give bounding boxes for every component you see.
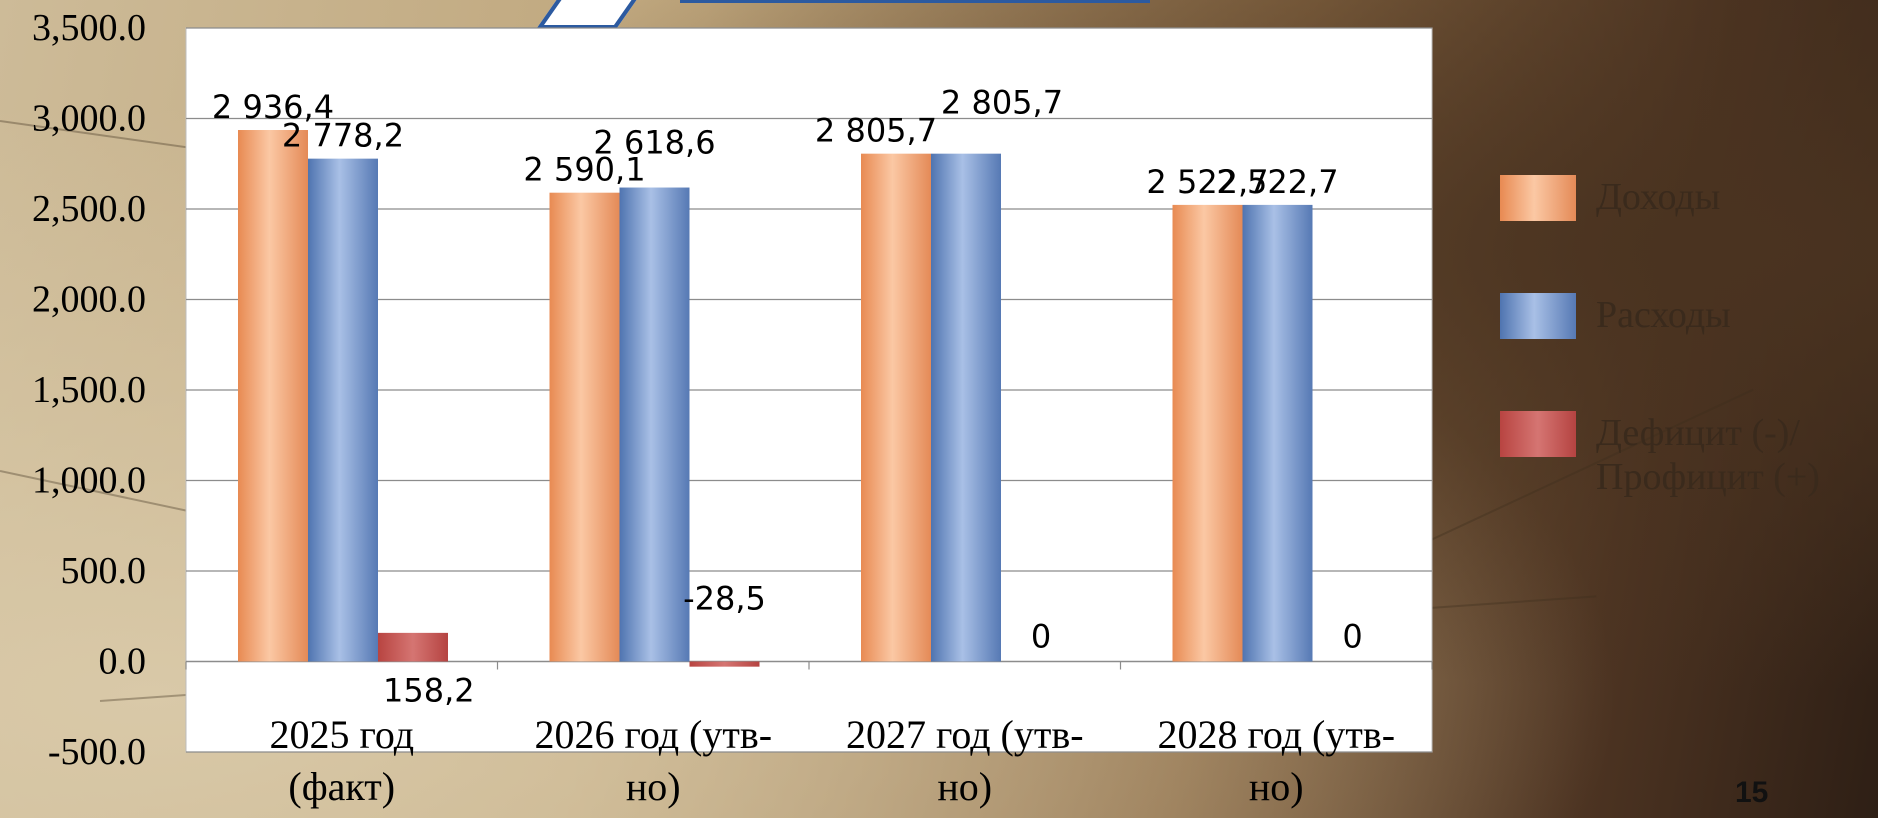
data-label: 158,2 xyxy=(383,672,475,710)
legend-label: Дефицит (-)/ xyxy=(1596,412,1800,454)
y-tick-label: 1,500.0 xyxy=(32,369,146,411)
y-tick-label: 500.0 xyxy=(61,550,147,592)
y-tick-label: 3,500.0 xyxy=(32,7,146,49)
x-category-label: но) xyxy=(1249,764,1304,809)
x-category-label: но) xyxy=(626,764,681,809)
bar-income xyxy=(861,153,931,662)
x-category-label: но) xyxy=(937,764,992,809)
legend-label: Профицит (+) xyxy=(1596,456,1820,498)
data-label: 0 xyxy=(1031,618,1051,656)
data-label: 2 522,7 xyxy=(1146,163,1268,201)
bar-expense xyxy=(308,158,378,662)
data-label: -28,5 xyxy=(683,580,766,618)
y-tick-label: 1,000.0 xyxy=(32,460,146,502)
data-label: 0 xyxy=(1342,618,1362,656)
x-category-label: 2027 год (утв- xyxy=(846,712,1084,757)
legend-swatch xyxy=(1500,411,1576,457)
data-label: 2 522,7 xyxy=(1216,163,1338,201)
bar-expense xyxy=(931,153,1001,662)
data-label: 2 805,7 xyxy=(941,84,1063,122)
y-tick-label: 2,000.0 xyxy=(32,279,146,321)
data-label: 2 590,1 xyxy=(523,151,645,189)
bar-income xyxy=(549,192,620,662)
x-category-label: 2026 год (утв- xyxy=(534,712,772,757)
data-label: 2 618,6 xyxy=(593,124,715,162)
bar-income xyxy=(238,130,308,662)
data-label: 2 805,7 xyxy=(815,112,937,150)
callout-line xyxy=(680,0,1150,3)
legend-swatch xyxy=(1500,175,1576,221)
data-label: 2 936,4 xyxy=(212,88,334,126)
bar-deficit xyxy=(689,661,760,667)
legend-label: Доходы xyxy=(1596,176,1720,218)
x-category-label: 2028 год (утв- xyxy=(1157,712,1395,757)
page-number: 15 xyxy=(1735,776,1769,809)
y-tick-label: -500.0 xyxy=(48,731,146,773)
x-category-label: 2025 год xyxy=(269,712,414,757)
bar-income xyxy=(1172,204,1243,662)
bar-expense xyxy=(1242,204,1313,662)
y-tick-label: 2,500.0 xyxy=(32,188,146,230)
bar-expense xyxy=(619,187,690,662)
data-label: 2 778,2 xyxy=(282,117,404,155)
y-tick-label: 3,000.0 xyxy=(32,98,146,140)
x-category-label: (факт) xyxy=(288,764,395,809)
y-tick-label: 0.0 xyxy=(99,641,147,683)
legend-label: Расходы xyxy=(1596,294,1731,336)
legend-swatch xyxy=(1500,293,1576,339)
bar-deficit xyxy=(378,632,448,662)
